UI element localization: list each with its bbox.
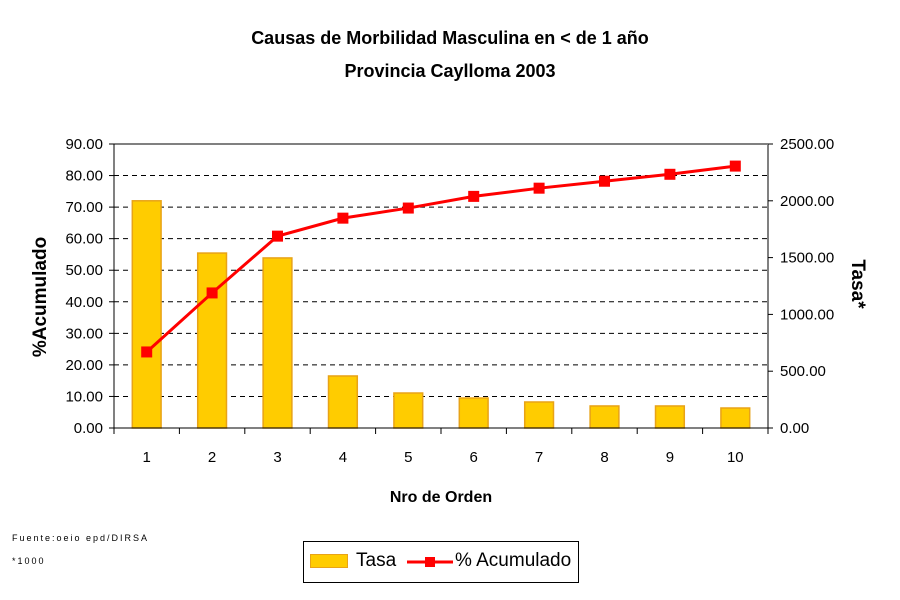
y-left-tick-label: 70.00 [65,199,103,216]
x-tick-label: 3 [273,449,281,466]
x-tick-label: 7 [535,449,543,466]
legend-line-swatch [407,557,453,567]
y-right-tick-label: 0.00 [780,420,809,437]
y-left-tick-label: 30.00 [65,325,103,342]
x-tick-label: 5 [404,449,412,466]
chart-title: Causas de Morbilidad Masculina en < de 1… [251,28,649,48]
bar-tasa [458,397,489,429]
bar-tasa [327,375,359,429]
y-right-tick-label: 1500.00 [780,250,834,267]
x-tick-label: 9 [666,449,674,466]
legend-line-label: % Acumulado [455,550,572,571]
y-left-tick-label: 60.00 [65,231,103,248]
point-acumulado [533,182,545,194]
y-right-tick-label: 1000.00 [780,306,834,323]
y-left-tick-label: 90.00 [65,136,103,153]
x-tick-label: 1 [143,449,151,466]
bar-tasa [196,252,228,429]
legend-bar-swatch [310,554,348,568]
x-tick-label: 8 [600,449,608,466]
point-acumulado [272,230,283,242]
point-acumulado [206,287,218,299]
x-tick-label: 6 [470,449,478,466]
point-acumulado [337,212,349,224]
y-left-tick-label: 20.00 [65,357,103,374]
point-acumulado [468,190,480,202]
y-axis-left-label: %Acumulado [30,237,51,357]
y-left-tick-label: 10.00 [65,388,103,405]
bar-tasa [131,200,162,429]
source-note: Fuente:oeio epd/DIRSA [12,533,150,543]
y-right-tick-label: 500.00 [780,363,826,380]
point-acumulado [729,160,741,172]
line-acumulado [145,164,736,354]
point-acumulado [141,346,153,358]
legend: Tasa % Acumulado [303,541,579,583]
bar-tasa [393,392,424,429]
bar-tasa [589,405,620,429]
point-acumulado [402,202,414,214]
y-right-tick-label: 2500.00 [780,136,834,153]
y-left-tick-label: 50.00 [65,262,103,279]
y-left-tick-label: 80.00 [65,168,103,185]
footnote: *1000 [12,556,46,566]
bar-tasa [262,257,293,429]
bar-tasa [523,401,555,429]
x-tick-label: 10 [727,449,744,466]
y-axis-right-label: Tasa* [847,259,868,309]
x-axis-label: Nro de Orden [390,489,492,506]
bar-tasa [720,407,751,429]
legend-bar-label: Tasa [356,550,397,571]
point-acumulado [599,175,610,187]
bar-tasa [654,405,686,429]
point-acumulado [664,168,676,180]
y-left-tick-label: 0.00 [74,420,103,437]
y-right-tick-label: 2000.00 [780,193,834,210]
y-left-tick-label: 40.00 [65,294,103,311]
x-tick-label: 2 [208,449,216,466]
x-tick-label: 4 [339,449,347,466]
chart-subtitle: Provincia Caylloma 2003 [344,61,556,81]
